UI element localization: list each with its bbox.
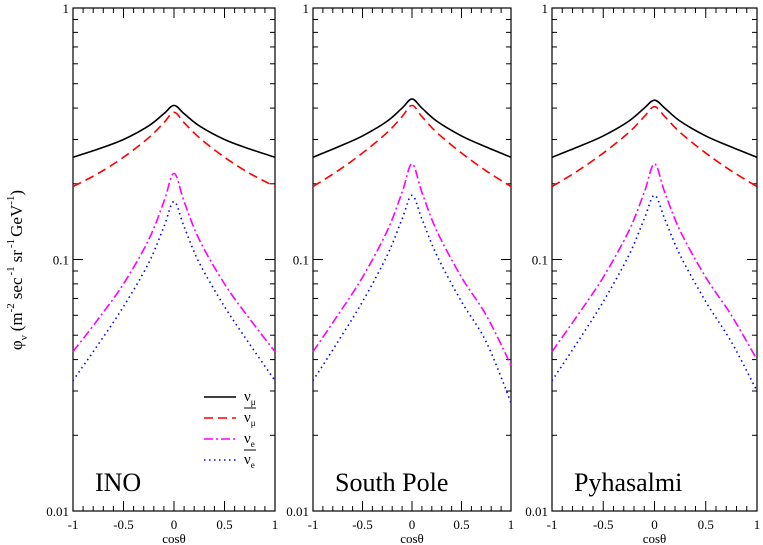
x-tick-label: 0.5 [216, 517, 232, 532]
y-tick-label: 0.1 [532, 253, 548, 268]
series-line-1 [312, 98, 512, 158]
series-line-2 [551, 105, 758, 188]
x-tick-label: -0.5 [352, 517, 373, 532]
x-tick-label: 0 [651, 517, 658, 532]
panel-2: 0.01 0.1 1 -1 -0.5 0 0.5 1 cosθ South Pole [286, 1, 514, 545]
x-tick-label: 0.5 [698, 517, 714, 532]
series-line-2 [72, 111, 276, 188]
x-tick-label: 1 [272, 517, 279, 532]
panel-annotation: INO [95, 468, 141, 497]
x-axis-label: cosθ [643, 531, 667, 545]
x-tick-label: 0.5 [453, 517, 469, 532]
series-line-3 [312, 163, 512, 366]
legend-label-3: νe [244, 431, 255, 449]
x-tick-label: 0 [171, 517, 178, 532]
y-tick-label: 0.01 [46, 504, 69, 519]
legend-label-1: νμ [244, 389, 256, 407]
y-tick-label: 0.1 [293, 253, 309, 268]
y-tick-label: 1 [303, 1, 310, 16]
panel-annotation: South Pole [335, 468, 448, 497]
series-line-4 [312, 194, 512, 403]
panel-1: 0.01 0.1 1 -1 -0.5 0 0.5 1 cosθ INO νμ νμ νe νe [46, 1, 278, 545]
x-axis-label: cosθ [400, 531, 424, 545]
series-line-4 [72, 200, 276, 382]
plot-frame [551, 7, 758, 512]
panel-annotation: Pyhasalmi [574, 468, 682, 497]
legend: νμ νμ νe νe [204, 389, 256, 470]
y-tick-label: 1 [542, 1, 549, 16]
svg-text:φν(m-2sec-1sr-1GeV-1): φν(m-2sec-1sr-1GeV-1) [5, 190, 30, 350]
y-tick-label: 1 [63, 1, 70, 16]
series-line-1 [72, 104, 276, 159]
panel-3: 0.01 0.1 1 -1 -0.5 0 0.5 1 cosθ Pyhasalmi [525, 1, 760, 545]
x-tick-label: -1 [547, 517, 558, 532]
x-tick-label: 1 [508, 517, 515, 532]
x-axis-label: cosθ [162, 531, 186, 545]
x-tick-label: 1 [754, 517, 761, 532]
x-tick-label: 0 [409, 517, 416, 532]
y-tick-label: 0.01 [525, 504, 548, 519]
series-line-3 [72, 172, 276, 353]
series-line-3 [551, 163, 758, 360]
series-line-4 [551, 194, 758, 392]
x-tick-label: -0.5 [593, 517, 614, 532]
legend-label-2: νμ [244, 410, 256, 428]
series-line-2 [312, 104, 512, 188]
x-tick-label: -1 [308, 517, 319, 532]
x-tick-label: -0.5 [113, 517, 134, 532]
series-line-1 [551, 99, 758, 159]
plot-frame [312, 7, 512, 512]
legend-label-4: νe [244, 452, 255, 470]
y-tick-label: 0.1 [53, 253, 69, 268]
y-tick-label: 0.01 [286, 504, 309, 519]
x-tick-label: -1 [68, 517, 79, 532]
y-axis-label: φν(m-2sec-1sr-1GeV-1) [5, 190, 30, 350]
